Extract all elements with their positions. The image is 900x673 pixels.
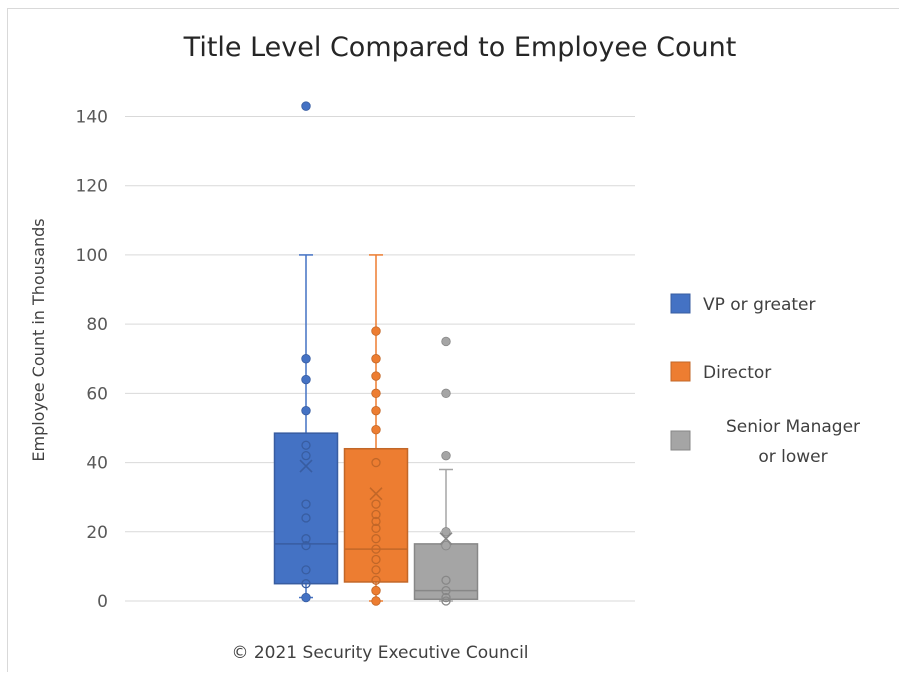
data-point — [371, 499, 381, 509]
chart-frame — [7, 8, 899, 672]
data-point — [371, 565, 381, 575]
data-point — [301, 540, 311, 551]
box-group — [343, 254, 409, 606]
legend-item: Director — [670, 361, 771, 383]
y-tick-label: 60 — [86, 384, 108, 404]
legend-item: VP or greater — [670, 293, 815, 315]
legend-swatch — [670, 293, 691, 314]
y-tick-label: 0 — [97, 592, 108, 612]
data-point — [441, 336, 451, 347]
data-point — [301, 592, 311, 603]
legend-item: Senior Manager or lower — [670, 417, 860, 467]
data-point — [441, 596, 451, 606]
data-point — [301, 450, 311, 461]
box-group — [413, 336, 479, 606]
data-point — [441, 540, 451, 551]
y-axis-ticks: 0 20 40 60 80 100 120 140 — [76, 108, 108, 613]
data-point — [301, 565, 311, 575]
data-point — [441, 592, 451, 603]
y-tick-label: 40 — [86, 454, 108, 474]
data-point — [371, 534, 381, 544]
legend-label: VP or greater — [703, 295, 815, 315]
data-point — [371, 554, 381, 565]
data-point — [371, 585, 381, 596]
copyright-footer: © 2021 Security Executive Council — [231, 643, 528, 663]
box-series — [273, 101, 479, 606]
data-point — [301, 374, 311, 385]
data-point — [301, 513, 311, 523]
data-point — [371, 405, 381, 416]
data-point — [371, 388, 381, 399]
data-point — [301, 534, 311, 544]
chart-title: Title Level Compared to Employee Count — [183, 32, 737, 63]
data-point — [441, 585, 451, 596]
data-point — [371, 575, 381, 585]
data-point — [371, 354, 381, 364]
data-point — [441, 450, 451, 461]
mean-marker — [299, 459, 313, 473]
data-point — [301, 499, 311, 509]
box-group — [273, 101, 339, 603]
data-point — [301, 579, 311, 589]
data-point — [371, 457, 381, 468]
y-tick-label: 20 — [86, 523, 108, 543]
y-tick-label: 100 — [76, 246, 108, 266]
data-point — [371, 523, 381, 533]
data-point — [301, 101, 311, 111]
data-point — [301, 405, 311, 416]
data-point — [371, 596, 381, 606]
data-point — [371, 371, 381, 381]
data-point — [441, 575, 451, 585]
data-point — [371, 544, 381, 554]
box-iqr — [273, 432, 339, 585]
y-tick-label: 120 — [76, 177, 108, 197]
data-point — [301, 440, 311, 450]
mean-marker — [369, 487, 383, 501]
box-iqr — [343, 447, 409, 583]
legend-swatch — [670, 361, 691, 382]
data-point — [371, 326, 381, 336]
data-point — [441, 388, 451, 399]
legend-label: Director — [703, 363, 771, 383]
data-point — [371, 424, 381, 435]
legend: VP or greater Director Senior Manager or lo… — [670, 293, 860, 467]
y-tick-label: 140 — [76, 108, 108, 128]
mean-marker — [439, 532, 453, 546]
legend-swatch — [670, 430, 691, 451]
data-point — [371, 509, 381, 520]
y-tick-label: 80 — [86, 315, 108, 335]
data-point — [371, 516, 381, 527]
legend-label: Senior Manager or lower — [726, 417, 860, 467]
y-axis-label: Employee Count in Thousands — [29, 218, 48, 461]
data-point — [441, 527, 451, 537]
data-point — [301, 354, 311, 364]
